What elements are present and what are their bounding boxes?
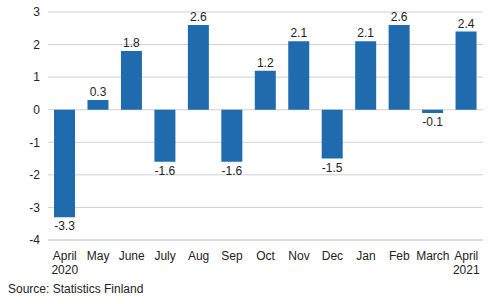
svg-text:Jan: Jan	[356, 249, 375, 263]
svg-text:2.1: 2.1	[290, 26, 307, 40]
svg-text:-1: -1	[29, 136, 40, 150]
svg-text:June: June	[119, 249, 145, 263]
svg-text:Oct: Oct	[256, 249, 275, 263]
svg-text:-3.3: -3.3	[54, 219, 75, 233]
svg-text:0.3: 0.3	[90, 85, 107, 99]
svg-text:Nov: Nov	[288, 249, 309, 263]
svg-text:2.1: 2.1	[357, 26, 374, 40]
svg-text:-4: -4	[29, 233, 40, 247]
svg-text:1.2: 1.2	[257, 56, 274, 70]
svg-text:-1.5: -1.5	[322, 161, 343, 175]
svg-text:April2020: April2020	[51, 249, 78, 277]
svg-text:April2021: April2021	[453, 249, 480, 277]
svg-text:Sep: Sep	[221, 249, 243, 263]
svg-text:3: 3	[33, 5, 40, 19]
svg-text:Feb: Feb	[389, 249, 410, 263]
svg-text:-0.1: -0.1	[422, 115, 443, 129]
svg-text:2: 2	[33, 38, 40, 52]
svg-text:1: 1	[33, 70, 40, 84]
svg-text:-2: -2	[29, 168, 40, 182]
svg-text:March: March	[416, 249, 449, 263]
svg-text:2.6: 2.6	[190, 10, 207, 24]
svg-text:July: July	[154, 249, 175, 263]
svg-text:-1.6: -1.6	[221, 164, 242, 178]
svg-text:-3: -3	[29, 201, 40, 215]
svg-text:Dec: Dec	[322, 249, 343, 263]
svg-text:2.4: 2.4	[458, 17, 475, 31]
svg-text:0: 0	[33, 103, 40, 117]
html-text:Source: Statistics Finland: Source: Statistics Finland	[8, 282, 144, 296]
svg-text:2.6: 2.6	[391, 10, 408, 24]
svg-text:-1.6: -1.6	[155, 164, 176, 178]
svg-text:Aug: Aug	[188, 249, 209, 263]
svg-text:1.8: 1.8	[123, 36, 140, 50]
svg-text:May: May	[87, 249, 110, 263]
